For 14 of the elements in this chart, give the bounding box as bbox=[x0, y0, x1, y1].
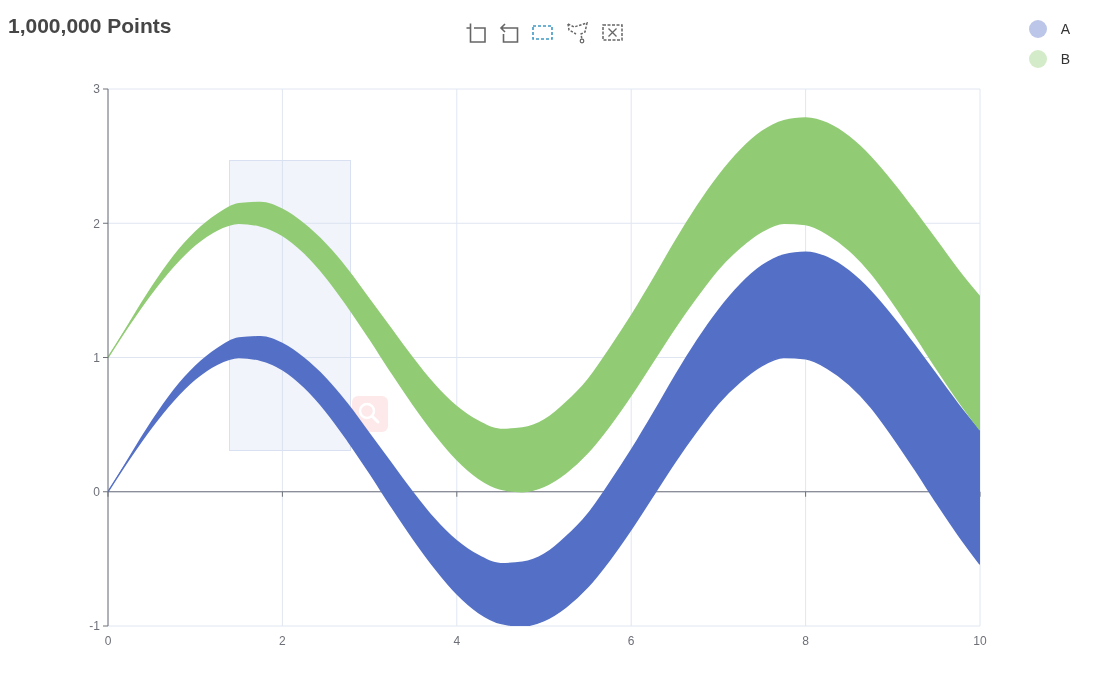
x-tick-label: 0 bbox=[104, 633, 112, 648]
y-tick-label: -1 bbox=[89, 619, 101, 634]
legend-label: B bbox=[1060, 51, 1070, 67]
x-tick-label: 10 bbox=[973, 633, 987, 648]
chart-title: 1,000,000 Points bbox=[8, 14, 172, 38]
y-tick-label: 1 bbox=[93, 350, 101, 365]
y-tick-label: 2 bbox=[93, 216, 101, 231]
x-tick-label: 8 bbox=[802, 633, 810, 648]
legend-label: A bbox=[1060, 21, 1070, 37]
y-tick-label: 0 bbox=[93, 485, 101, 500]
x-tick-label: 6 bbox=[627, 633, 635, 648]
x-tick-label: 2 bbox=[279, 633, 287, 648]
x-tick-label: 4 bbox=[453, 633, 461, 648]
y-tick-label: 3 bbox=[93, 82, 101, 97]
